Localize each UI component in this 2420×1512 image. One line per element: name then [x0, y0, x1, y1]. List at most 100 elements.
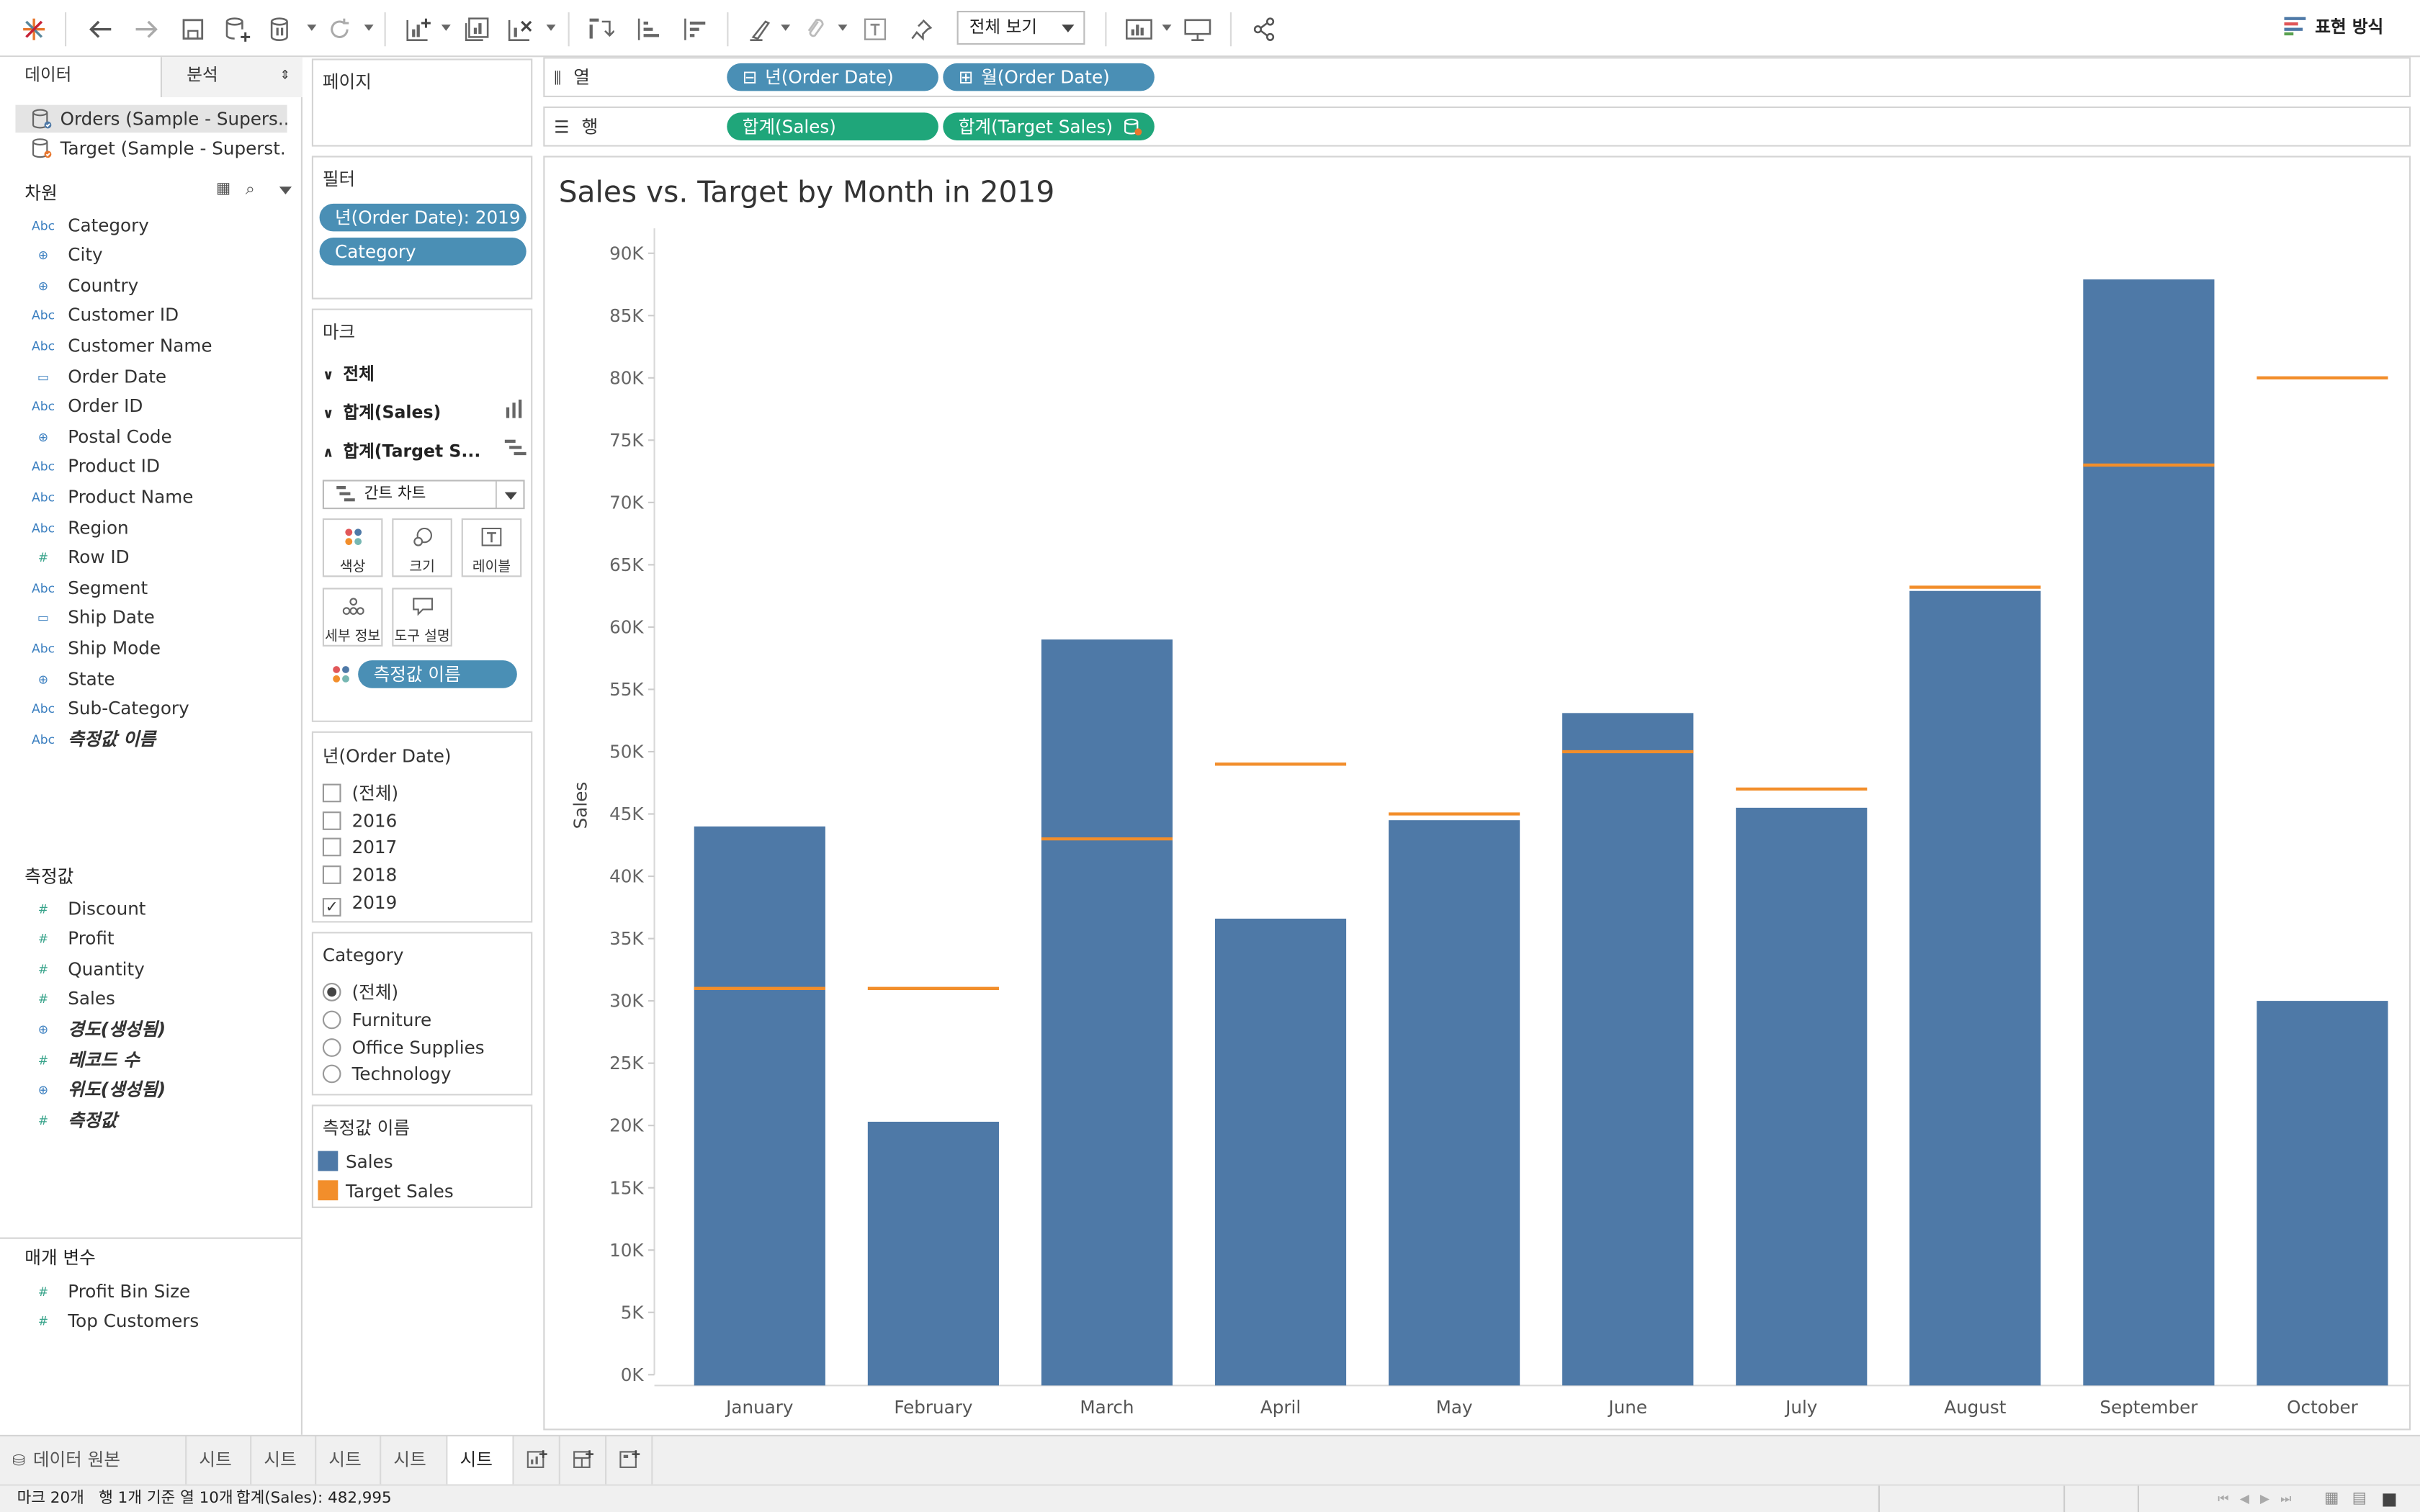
bar-sales[interactable]	[2257, 1001, 2388, 1386]
show-cards-icon[interactable]	[1124, 14, 1155, 45]
new-datasource-icon[interactable]	[223, 14, 254, 45]
field-item[interactable]: ▭ Order Date	[0, 361, 302, 391]
new-story-icon[interactable]	[606, 1436, 653, 1485]
field-item[interactable]: # 측정값	[0, 1106, 302, 1135]
checkbox-icon[interactable]	[322, 783, 341, 803]
new-worksheet-icon[interactable]	[514, 1436, 560, 1485]
size-button[interactable]: 크기	[392, 518, 452, 577]
year-option[interactable]: 2016	[322, 808, 397, 834]
bar-sales[interactable]	[1041, 639, 1173, 1386]
marks-row-sales[interactable]: ∨ 합계(Sales)	[323, 400, 526, 424]
column-pill-month[interactable]: ⊞ 월(Order Date)	[943, 63, 1155, 91]
tab-data[interactable]: 데이터	[0, 57, 162, 97]
field-item[interactable]: ⊕ 위도(생성됨)	[0, 1076, 302, 1105]
category-option[interactable]: Furniture	[322, 1007, 431, 1033]
group-icon[interactable]	[799, 14, 830, 45]
field-item[interactable]: ⊕ Postal Code	[0, 422, 302, 451]
year-option[interactable]: 2017	[322, 835, 397, 861]
tabs-view-icon[interactable]: ■	[2381, 1488, 2398, 1509]
bar-sales[interactable]	[1214, 918, 1347, 1386]
tooltip-button[interactable]: 도구 설명	[392, 588, 452, 647]
color-button[interactable]: 색상	[322, 518, 383, 577]
bar-sales[interactable]	[867, 1121, 999, 1386]
sheet-tab[interactable]: 시트 5	[447, 1436, 514, 1512]
column-pill-year[interactable]: ⊟ 년(Order Date)	[727, 63, 938, 91]
bar-sales[interactable]	[1909, 590, 2041, 1386]
checkbox-checked-icon[interactable]: ✓	[322, 897, 341, 917]
field-item[interactable]: Abc Product ID	[0, 452, 302, 482]
bar-sales[interactable]	[694, 826, 825, 1386]
sheet-tab[interactable]: 시트 1	[187, 1436, 252, 1512]
view-list-icon[interactable]: ▦	[216, 180, 231, 198]
marks-row-target[interactable]: ∧ 합계(Target S...	[323, 438, 526, 463]
field-item[interactable]: # Sales	[0, 985, 302, 1014]
field-item[interactable]: ⊕ Country	[0, 271, 302, 300]
tableau-logo-icon[interactable]	[19, 14, 50, 45]
legend-item[interactable]: Sales	[318, 1149, 393, 1175]
bar-sales[interactable]	[1736, 807, 1868, 1386]
field-item[interactable]: ⊕ State	[0, 665, 302, 694]
field-item[interactable]: Abc Product Name	[0, 482, 302, 512]
worksheet-view[interactable]: Sales vs. Target by Month in 2019 0K 5K 10…	[543, 156, 2411, 1431]
field-item[interactable]: Abc Region	[0, 513, 302, 543]
presentation-icon[interactable]	[1182, 14, 1213, 45]
clear-sheet-icon[interactable]	[505, 14, 536, 45]
pause-updates-icon[interactable]	[267, 14, 298, 45]
field-item[interactable]: # Profit Bin Size	[0, 1277, 302, 1306]
field-item[interactable]: Abc Segment	[0, 573, 302, 603]
redo-icon[interactable]	[131, 14, 162, 45]
highlight-icon[interactable]	[744, 14, 775, 45]
checkbox-icon[interactable]	[322, 838, 341, 858]
columns-shelf[interactable]: ⫼ 열 ⊟ 년(Order Date) ⊞ 월(Order Date)	[543, 57, 2411, 97]
show-me-button[interactable]: 표현 방식	[2284, 14, 2383, 38]
sheet-tab[interactable]: 시트 2	[251, 1436, 317, 1512]
marks-row-all[interactable]: ∨ 전체	[323, 361, 375, 385]
bar-sales[interactable]	[2083, 279, 2215, 1386]
field-item[interactable]: Abc 측정값 이름	[0, 724, 302, 754]
field-item[interactable]: ▭ Ship Date	[0, 603, 302, 633]
radio-selected-icon[interactable]	[322, 983, 341, 1002]
field-item[interactable]: # Top Customers	[0, 1307, 302, 1336]
field-item[interactable]: Abc Category	[0, 211, 302, 240]
chevron-down-icon[interactable]	[279, 186, 292, 194]
field-item[interactable]: # Profit	[0, 924, 302, 954]
legend-item[interactable]: Target Sales	[318, 1179, 454, 1205]
year-option[interactable]: (전체)	[322, 780, 398, 806]
datasource-target[interactable]: Target (Sample - Superst...	[15, 134, 287, 162]
filter-pill-category[interactable]: Category	[319, 238, 526, 266]
row-pill-sales[interactable]: 합계(Sales)	[727, 112, 938, 140]
swap-icon[interactable]	[585, 14, 616, 45]
field-item[interactable]: # Discount	[0, 894, 302, 924]
sort-descending-icon[interactable]	[679, 14, 710, 45]
color-pill-measure-names[interactable]: 측정값 이름	[358, 660, 517, 688]
filmstrip-icon[interactable]: ▤	[2352, 1490, 2367, 1508]
category-option[interactable]: Office Supplies	[322, 1035, 485, 1061]
field-item[interactable]: Abc Customer ID	[0, 301, 302, 330]
radio-icon[interactable]	[322, 1010, 341, 1029]
category-option[interactable]: (전체)	[322, 980, 398, 1006]
new-worksheet-icon[interactable]	[403, 14, 434, 45]
mark-type-select[interactable]: 간트 차트	[322, 480, 525, 510]
field-item[interactable]: ⊕ 경도(생성됨)	[0, 1015, 302, 1045]
sheet-tab[interactable]: 시트 3	[316, 1436, 382, 1512]
radio-icon[interactable]	[322, 1038, 341, 1056]
field-item[interactable]: Abc Sub-Category	[0, 694, 302, 724]
field-item[interactable]: # Row ID	[0, 543, 302, 572]
category-option[interactable]: Technology	[322, 1062, 452, 1088]
bar-sales[interactable]	[1389, 820, 1520, 1386]
show-labels-icon[interactable]	[860, 14, 891, 45]
checkbox-icon[interactable]	[322, 811, 341, 830]
filter-pill-year[interactable]: 년(Order Date): 2019	[319, 203, 526, 232]
rows-shelf[interactable]: ☰ 행 합계(Sales) 합계(Target Sales)	[543, 106, 2411, 147]
year-option[interactable]: 2018	[322, 863, 397, 888]
datasource-orders[interactable]: Orders (Sample - Supers...	[15, 104, 287, 133]
refresh-icon[interactable]	[324, 14, 355, 45]
field-item[interactable]: ⊕ City	[0, 240, 302, 270]
pin-axes-icon[interactable]	[906, 14, 937, 45]
fit-view-select[interactable]: 전체 보기	[956, 11, 1085, 45]
field-item[interactable]: Abc Customer Name	[0, 331, 302, 361]
sort-ascending-icon[interactable]	[633, 14, 664, 45]
checkbox-icon[interactable]	[322, 865, 341, 885]
radio-icon[interactable]	[322, 1065, 341, 1084]
pages-card[interactable]: 페이지	[311, 58, 533, 147]
